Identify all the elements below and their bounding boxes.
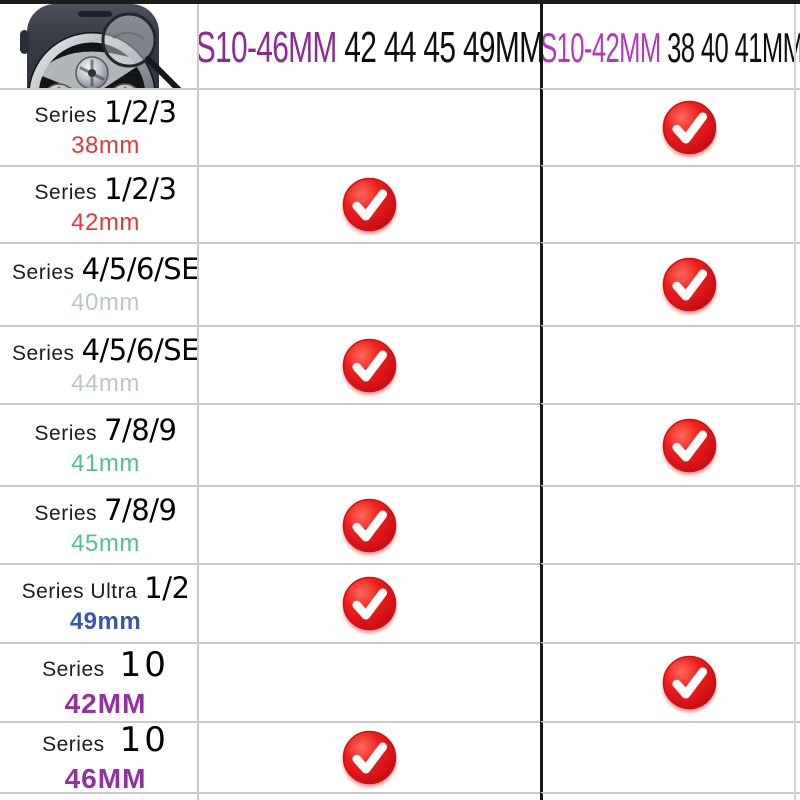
row-label-series456se-44mm: Series 4/5/6/SE 44mm xyxy=(0,325,197,403)
cell-r1-42mm xyxy=(540,88,800,165)
model-text: 4/5/6/SE xyxy=(81,332,197,367)
size-text: 49mm xyxy=(69,608,142,635)
size-text: 40mm xyxy=(71,289,140,316)
row-label-series10-42mm: Series 10 42MM xyxy=(0,642,197,721)
column-header-s10-46mm: S10-46MM 42 44 45 49MM xyxy=(197,0,540,88)
cell-r3-46mm xyxy=(197,242,540,325)
check-icon xyxy=(662,655,717,710)
size-text: 44mm xyxy=(71,369,140,397)
series-text: Series xyxy=(42,658,105,681)
check-icon xyxy=(342,730,397,785)
cell-r5-42mm xyxy=(540,403,800,485)
model-text: 10 xyxy=(119,721,169,760)
check-icon xyxy=(662,257,717,312)
size-text: 38mm xyxy=(71,132,140,159)
series-text: Series xyxy=(34,421,98,445)
size-text: 45mm xyxy=(71,529,140,557)
footer-cell xyxy=(540,792,800,800)
top-border xyxy=(0,0,800,4)
cell-r2-42mm xyxy=(540,165,800,242)
cell-r6-42mm xyxy=(540,485,800,563)
size-text: 41mm xyxy=(71,449,140,477)
series-text: Series xyxy=(34,104,98,127)
series-text: Series xyxy=(34,181,98,204)
footer-cell xyxy=(197,792,540,800)
magnifier-icon xyxy=(101,12,182,88)
series-text: Series xyxy=(34,501,98,525)
size-text: 42MM xyxy=(64,688,147,719)
row-label-series789-45mm: Series 7/8/9 45mm xyxy=(0,485,197,563)
cell-r9-46mm xyxy=(197,721,540,792)
row-label-ultra12-49mm: Series Ultra 1/2 49mm xyxy=(0,563,197,642)
cell-r8-42mm xyxy=(540,642,800,721)
series-text: Series Ultra xyxy=(21,580,138,603)
column-header-text: S10-42MM 38 40 41MM xyxy=(540,24,800,72)
cell-r1-46mm xyxy=(197,88,540,165)
header-highlight: S10-46MM xyxy=(197,23,337,72)
check-icon xyxy=(342,498,397,553)
cell-r5-46mm xyxy=(197,403,540,485)
header-sizes: 38 40 41MM xyxy=(660,24,800,71)
check-icon xyxy=(342,177,397,232)
model-text: 1/2 xyxy=(144,571,190,605)
cell-r6-46mm xyxy=(197,485,540,563)
apple-watch-back-image xyxy=(0,0,197,88)
watch-photo-cell xyxy=(0,0,197,88)
cell-r7-42mm xyxy=(540,563,800,642)
model-text: 10 xyxy=(119,645,169,685)
cell-r8-46mm xyxy=(197,642,540,721)
cell-r4-46mm xyxy=(197,325,540,403)
size-text: 46MM xyxy=(64,763,147,792)
row-label-series123-38mm: Series 1/2/3 38mm xyxy=(0,88,197,165)
row-label-series123-42mm: Series 1/2/3 42mm xyxy=(0,165,197,242)
row-label-series10-46mm: Series 10 46MM xyxy=(0,721,197,792)
cell-r2-46mm xyxy=(197,165,540,242)
model-text: 4/5/6/SE xyxy=(81,252,197,286)
check-icon xyxy=(342,576,397,631)
check-icon xyxy=(342,338,397,393)
column-header-text: S10-46MM 42 44 45 49MM xyxy=(197,23,540,73)
footer-cell xyxy=(0,792,197,800)
check-icon xyxy=(662,100,717,155)
model-text: 7/8/9 xyxy=(104,492,177,527)
header-sizes: 42 44 45 49MM xyxy=(336,23,540,72)
model-text: 1/2/3 xyxy=(104,172,177,206)
column-header-s10-42mm: S10-42MM 38 40 41MM xyxy=(540,0,800,88)
row-label-series456se-40mm: Series 4/5/6/SE 40mm xyxy=(0,242,197,325)
cell-r4-42mm xyxy=(540,325,800,403)
watch-illustration xyxy=(20,4,182,88)
row-label-series789-41mm: Series 7/8/9 41mm xyxy=(0,403,197,485)
cell-r3-42mm xyxy=(540,242,800,325)
series-text: Series xyxy=(42,733,105,756)
cell-r7-46mm xyxy=(197,563,540,642)
check-icon xyxy=(662,418,717,473)
model-text: 1/2/3 xyxy=(104,95,177,129)
right-border xyxy=(794,4,796,800)
model-text: 7/8/9 xyxy=(104,412,177,447)
series-text: Series xyxy=(12,261,75,284)
series-text: Series xyxy=(12,341,75,365)
cell-r9-42mm xyxy=(540,721,800,792)
header-highlight: S10-42MM xyxy=(540,24,661,71)
size-text: 42mm xyxy=(71,209,140,236)
